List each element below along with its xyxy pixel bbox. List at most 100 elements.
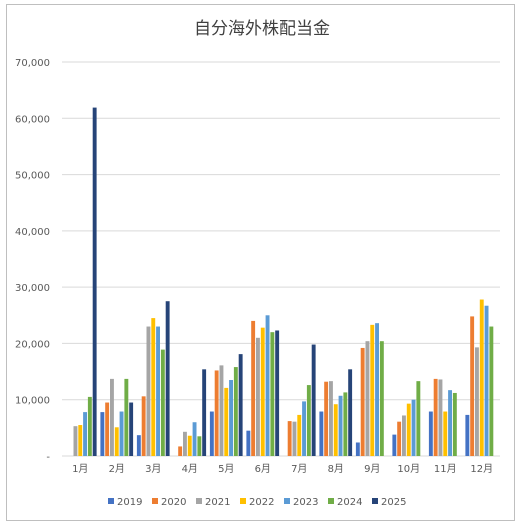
bar-2022-6[interactable] (260, 327, 265, 456)
bar-2024-2[interactable] (124, 378, 129, 456)
bar-2019-9[interactable] (355, 442, 360, 456)
bar-2022-2[interactable] (114, 427, 119, 456)
bar-2019-8[interactable] (319, 411, 324, 456)
bar-2024-9[interactable] (379, 341, 384, 456)
legend-item-2020[interactable]: 2020 (152, 497, 186, 508)
legend-label: 2019 (117, 497, 142, 508)
legend-label: 2021 (205, 497, 230, 508)
bar-2022-8[interactable] (333, 404, 338, 456)
bar-2025-1[interactable] (92, 107, 97, 456)
bar-2022-7[interactable] (297, 414, 302, 456)
bar-2022-12[interactable] (479, 299, 484, 456)
legend-item-2022[interactable]: 2022 (240, 497, 274, 508)
bar-2022-1[interactable] (78, 425, 83, 456)
bar-2022-10[interactable] (406, 403, 411, 456)
bar-2025-2[interactable] (129, 402, 134, 456)
bar-2021-11[interactable] (438, 379, 443, 456)
y-tick-label: - (46, 452, 50, 463)
bar-2023-11[interactable] (448, 390, 452, 456)
x-tick-label: 8月 (328, 463, 344, 475)
bar-2021-4[interactable] (183, 431, 187, 456)
bar-2019-2[interactable] (100, 412, 105, 456)
bar-2024-4[interactable] (197, 436, 202, 456)
x-axis: 1月 2月 3月 4月 5月 6月 7月 8月 9月 10月 11月 12月 (72, 463, 493, 475)
bar-2024-8[interactable] (343, 392, 348, 456)
legend-swatch (240, 498, 246, 504)
bar-2020-7[interactable] (287, 421, 292, 456)
legend-item-2023[interactable]: 2023 (284, 497, 318, 508)
bar-series (73, 107, 494, 456)
bar-2025-5[interactable] (238, 354, 243, 456)
bar-2023-8[interactable] (338, 395, 343, 456)
bar-2021-10[interactable] (402, 415, 406, 456)
bar-2024-6[interactable] (270, 332, 275, 456)
bar-2021-3[interactable] (146, 326, 151, 456)
y-tick-label: 30,000 (15, 283, 50, 294)
bar-2020-11[interactable] (433, 378, 438, 456)
bar-2019-10[interactable] (392, 434, 397, 456)
bar-2024-5[interactable] (233, 367, 238, 456)
y-tick-label: 60,000 (15, 114, 50, 125)
bar-2021-7[interactable] (292, 421, 297, 456)
bar-2019-11[interactable] (428, 411, 433, 456)
bar-2023-6[interactable] (265, 315, 270, 456)
y-tick-label: 40,000 (15, 227, 50, 238)
bar-2023-9[interactable] (375, 323, 379, 456)
x-tick-label: 10月 (397, 463, 420, 475)
bar-2021-5[interactable] (219, 365, 224, 456)
bar-2023-4[interactable] (192, 422, 197, 456)
legend-item-2021[interactable]: 2021 (196, 497, 230, 508)
bar-2020-8[interactable] (324, 381, 329, 456)
bar-2021-9[interactable] (365, 341, 370, 456)
legend-label: 2022 (249, 497, 274, 508)
bar-2024-12[interactable] (489, 326, 494, 456)
bar-2024-3[interactable] (160, 349, 165, 456)
bar-2020-10[interactable] (397, 421, 402, 456)
bar-2023-7[interactable] (302, 401, 306, 456)
bar-2023-1[interactable] (83, 412, 87, 456)
legend-item-2025[interactable]: 2025 (372, 497, 406, 508)
bar-2023-12[interactable] (484, 305, 489, 456)
bar-2022-11[interactable] (443, 411, 448, 456)
bar-2024-7[interactable] (306, 385, 311, 456)
bar-2022-9[interactable] (370, 324, 375, 456)
bar-2025-7[interactable] (311, 344, 316, 456)
bar-2025-6[interactable] (275, 330, 280, 456)
bar-2019-5[interactable] (209, 411, 214, 456)
legend-item-2024[interactable]: 2024 (328, 497, 362, 508)
bar-2022-3[interactable] (151, 318, 156, 456)
bar-2021-1[interactable] (73, 426, 78, 456)
bar-2020-5[interactable] (214, 370, 219, 456)
bar-2020-12[interactable] (470, 316, 475, 456)
bar-2022-4[interactable] (187, 435, 192, 456)
bar-2024-11[interactable] (452, 392, 457, 456)
bar-2024-1[interactable] (87, 396, 92, 456)
chart-title: 自分海外株配当金 (194, 19, 330, 39)
legend-label: 2024 (337, 497, 362, 508)
y-axis: - 10,000 20,000 30,000 40,000 50,000 60,000 70,… (15, 58, 50, 463)
bar-2020-4[interactable] (178, 446, 183, 456)
bar-2023-10[interactable] (411, 399, 416, 456)
bar-2021-6[interactable] (256, 337, 260, 456)
legend-item-2019[interactable]: 2019 (108, 497, 142, 508)
x-tick-label: 4月 (182, 463, 198, 475)
bar-2025-3[interactable] (165, 301, 170, 456)
bar-2020-6[interactable] (251, 320, 256, 456)
bar-2020-3[interactable] (141, 396, 146, 456)
bar-2021-12[interactable] (475, 347, 479, 456)
bar-2023-5[interactable] (229, 380, 233, 456)
bar-2022-5[interactable] (224, 387, 229, 456)
bar-2019-3[interactable] (136, 435, 141, 456)
bar-2021-2[interactable] (110, 378, 114, 456)
bar-2023-2[interactable] (119, 411, 124, 456)
y-tick-label: 50,000 (15, 171, 50, 182)
bar-2025-4[interactable] (202, 369, 207, 456)
bar-2019-6[interactable] (246, 430, 251, 456)
bar-2019-12[interactable] (465, 414, 470, 456)
bar-2020-2[interactable] (105, 402, 110, 456)
bar-2021-8[interactable] (329, 381, 333, 456)
bar-2025-8[interactable] (348, 369, 353, 456)
bar-2020-9[interactable] (360, 347, 365, 456)
bar-2024-10[interactable] (416, 381, 421, 456)
bar-2023-3[interactable] (156, 326, 160, 456)
